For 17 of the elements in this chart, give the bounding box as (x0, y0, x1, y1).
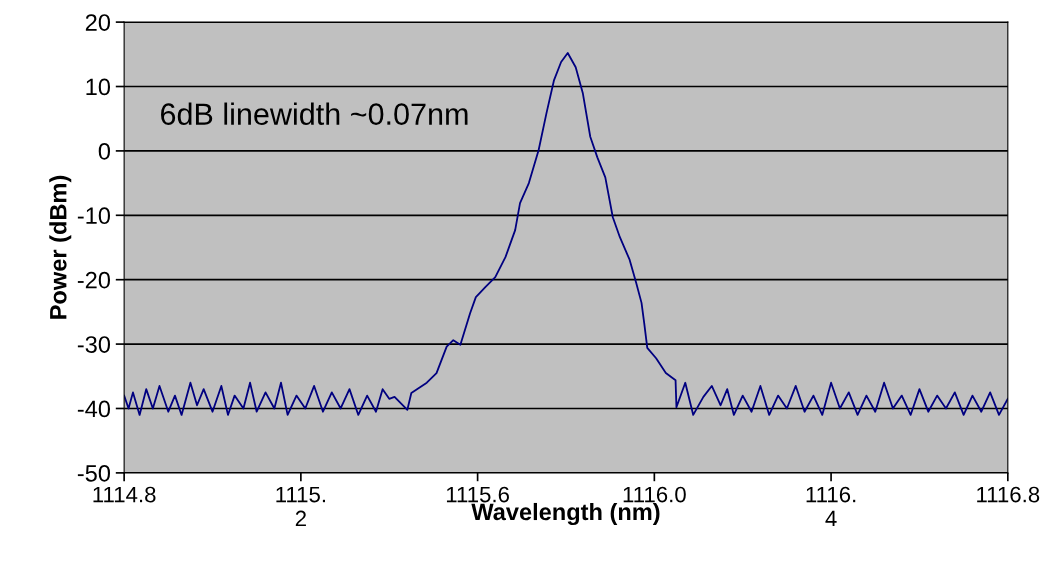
annotation: 6dB linewidth ~0.07nm (161, 102, 468, 125)
y-tick-label: -20 (77, 271, 111, 289)
y-tick-label: -40 (77, 400, 111, 418)
x-tick-label: 1114.8 (93, 486, 156, 503)
y-tick-label: -50 (77, 464, 111, 482)
x-tick-label: 1116.8 (977, 486, 1040, 503)
y-tick-label: 20 (85, 14, 111, 31)
x-tick-label: 1115. 2 (276, 486, 326, 527)
y-tick-label: -10 (77, 207, 111, 225)
y-tick-label: 0 (98, 142, 111, 160)
x-axis-title: Wavelength (nm) (471, 502, 660, 526)
x-tick-label: 1115.6 (446, 486, 509, 503)
y-axis-title: Power (dBm) (49, 175, 72, 319)
x-tick-label: 1116.0 (623, 486, 686, 503)
y-tick-label: 10 (86, 78, 111, 96)
y-tick-label: -30 (77, 336, 111, 353)
x-tick-label: 1116. 4 (806, 486, 856, 527)
